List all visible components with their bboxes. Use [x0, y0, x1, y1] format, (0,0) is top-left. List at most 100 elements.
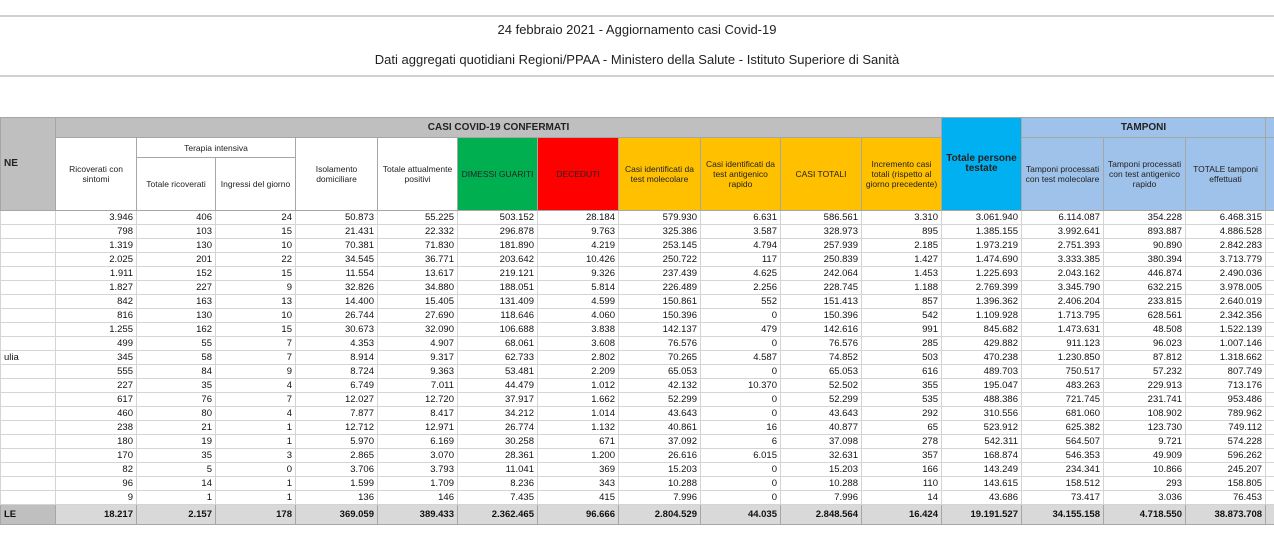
cell: 44.479	[457, 378, 538, 393]
cell: 4.587	[700, 350, 781, 365]
cell: 11.554	[295, 266, 378, 281]
cell: 2.406.204	[1021, 294, 1104, 309]
cell: 24	[215, 210, 296, 225]
covid-table: NE CASI COVID-19 CONFERMATI Totale persone…	[0, 117, 1274, 525]
cell: 278	[861, 434, 942, 449]
cell: 227	[136, 280, 216, 295]
cell: 52.502	[780, 378, 862, 393]
cell: 7	[215, 336, 296, 351]
cell: 4.625	[700, 266, 781, 281]
stub-cell	[1265, 266, 1274, 281]
cell: 325.386	[618, 224, 701, 239]
cell: 10.288	[780, 476, 862, 491]
cell: 150.396	[780, 308, 862, 323]
cell: 1.012	[537, 378, 619, 393]
cell: 4.060	[537, 308, 619, 323]
cell: 26.616	[618, 448, 701, 463]
cell: 3	[215, 448, 296, 463]
cell: 26.744	[295, 308, 378, 323]
cell: 542	[861, 308, 942, 323]
cell: 231.741	[1103, 392, 1186, 407]
cell: 3.608	[537, 336, 619, 351]
region-cell	[0, 266, 56, 281]
stub-cell	[1265, 308, 1274, 323]
cell: 28.361	[457, 448, 538, 463]
column-header: CASI TOTALI	[780, 137, 862, 211]
cell: 0	[700, 476, 781, 491]
cell: 32.631	[780, 448, 862, 463]
cell: 460	[55, 406, 137, 421]
stub-cell	[1265, 210, 1274, 225]
cell: 429.882	[941, 336, 1022, 351]
cell: 8.914	[295, 350, 378, 365]
cell: 343	[537, 476, 619, 491]
cell: 73.417	[1021, 490, 1104, 505]
region-cell	[0, 294, 56, 309]
cell: 10.288	[618, 476, 701, 491]
cell: 11.041	[457, 462, 538, 477]
cell: 14.400	[295, 294, 378, 309]
cell: 70.265	[618, 350, 701, 365]
region-header: NE	[0, 117, 56, 211]
column-header: DECEDUTI	[537, 137, 619, 211]
cell: 4.794	[700, 238, 781, 253]
cell: 807.749	[1184, 364, 1267, 379]
cell: 542.311	[941, 434, 1022, 449]
cell: 9.317	[377, 350, 458, 365]
column-header: Totale attualmente positivi	[377, 137, 458, 211]
cell: 76	[136, 392, 216, 407]
cell: 48.508	[1103, 322, 1186, 337]
cell: 10	[215, 238, 296, 253]
cell: 49.909	[1103, 448, 1186, 463]
cell: 55	[136, 336, 216, 351]
cell: 671	[537, 434, 619, 449]
stub-cell	[1265, 364, 1274, 379]
cell: 2.804.529	[618, 504, 701, 525]
top-rule	[0, 15, 1274, 17]
cell: 1.014	[537, 406, 619, 421]
cell: 292	[861, 406, 942, 421]
cell: 3.310	[861, 210, 942, 225]
cell: 74.852	[780, 350, 862, 365]
cell: 354.228	[1103, 210, 1186, 225]
cell: 245.207	[1184, 462, 1267, 477]
cell: 13.617	[377, 266, 458, 281]
cell: 253.145	[618, 238, 701, 253]
cell: 130	[136, 308, 216, 323]
region-cell	[0, 322, 56, 337]
cell: 3.036	[1103, 490, 1186, 505]
cell: 34.545	[295, 252, 378, 267]
stub-cell	[1265, 378, 1274, 393]
cell: 8.724	[295, 364, 378, 379]
cell: 170	[55, 448, 137, 463]
cell: 117	[700, 252, 781, 267]
cell: 90.890	[1103, 238, 1186, 253]
cell: 10.426	[537, 252, 619, 267]
cell: 310.556	[941, 406, 1022, 421]
cell: 535	[861, 392, 942, 407]
column-header: Ingressi del giorno	[215, 157, 296, 211]
cell: 6.015	[700, 448, 781, 463]
cell: 2.865	[295, 448, 378, 463]
region-cell: LE	[0, 504, 56, 525]
column-header: Totale ricoverati	[136, 157, 216, 211]
cell: 0	[700, 364, 781, 379]
cell: 21.431	[295, 224, 378, 239]
cell: 8.417	[377, 406, 458, 421]
stub-cell	[1265, 406, 1274, 421]
cell: 1.200	[537, 448, 619, 463]
cell: 369	[537, 462, 619, 477]
stub-cell	[1265, 350, 1274, 365]
cell: 1.911	[55, 266, 137, 281]
cell: 15	[215, 322, 296, 337]
cell: 845.682	[941, 322, 1022, 337]
cell: 1.662	[537, 392, 619, 407]
cell: 523.912	[941, 420, 1022, 435]
cell: 226.489	[618, 280, 701, 295]
cell: 14	[136, 476, 216, 491]
cell: 7	[215, 392, 296, 407]
cell: 188.051	[457, 280, 538, 295]
cell: 15.203	[618, 462, 701, 477]
data-row: 842 163 13 14.400 15.405 131.409 4.599 150.861 5…	[0, 294, 1274, 309]
data-row: 227 35 4 6.749 7.011 44.479 1.012 42.132 10.370 5…	[0, 378, 1274, 393]
